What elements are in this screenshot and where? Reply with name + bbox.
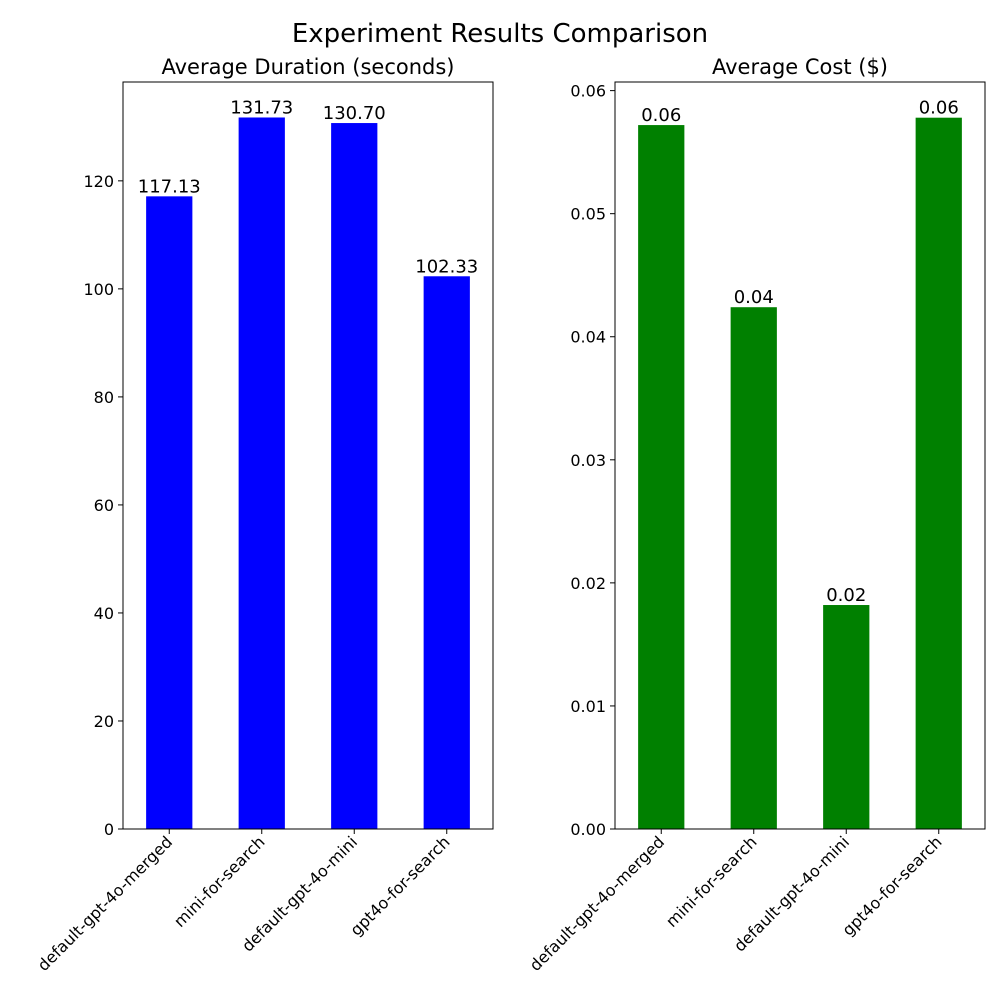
duration-value-label-2: 130.70 [323, 103, 386, 124]
cost-ytick-label-3: 0.03 [570, 451, 606, 470]
cost-ytick-label-1: 0.01 [570, 697, 606, 716]
cost-ytick-label-5: 0.05 [570, 205, 606, 224]
cost-bar-3 [915, 117, 962, 830]
duration-bar-3 [423, 276, 470, 830]
duration-ytick-label-0: 0 [104, 820, 114, 839]
cost-value-label-0: 0.06 [641, 105, 681, 126]
duration-bar-2 [331, 123, 378, 830]
duration-ytick-label-3: 60 [94, 496, 114, 515]
cost-value-label-3: 0.06 [919, 98, 959, 119]
cost-ytick-label-4: 0.04 [570, 328, 606, 347]
cost-value-label-1: 0.04 [734, 287, 774, 308]
duration-value-label-3: 102.33 [415, 256, 478, 277]
duration-xtick-label-0: default-gpt-4o-merged [34, 832, 176, 974]
duration-panel-title: Average Duration (seconds) [161, 55, 454, 79]
duration-axes-frame [122, 81, 494, 830]
cost-panel-title: Average Cost ($) [712, 55, 888, 79]
cost-bar-2 [823, 605, 870, 829]
cost-ytick-label-6: 0.06 [570, 82, 606, 101]
duration-xtick-label-1: mini-for-search [170, 832, 268, 930]
duration-xtick-label-3: gpt4o-for-search [346, 832, 453, 939]
duration-panel: Average Duration (seconds) 117.13 131.73 13… [34, 55, 494, 975]
cost-panel: Average Cost ($) 0.06 0.04 0.02 0.06 0.00 0.01… [526, 55, 986, 975]
cost-axes-frame [614, 81, 986, 830]
duration-ytick-label-2: 40 [94, 604, 114, 623]
cost-bar-0 [638, 125, 685, 829]
cost-bar-1 [730, 307, 777, 829]
duration-bar-1 [238, 117, 285, 829]
cost-ytick-label-0: 0.00 [570, 820, 606, 839]
cost-xtick-label-1: mini-for-search [662, 832, 760, 930]
cost-xtick-label-0: default-gpt-4o-merged [526, 832, 668, 974]
duration-ytick-label-6: 120 [83, 172, 114, 191]
cost-value-label-2: 0.02 [826, 585, 866, 606]
duration-value-label-1: 131.73 [230, 97, 293, 118]
duration-ytick-label-5: 100 [83, 280, 114, 299]
duration-value-label-0: 117.13 [138, 176, 201, 197]
duration-ytick-label-4: 80 [94, 388, 114, 407]
cost-ytick-label-2: 0.02 [570, 574, 606, 593]
cost-xtick-label-3: gpt4o-for-search [838, 832, 945, 939]
figure-title: Experiment Results Comparison [292, 19, 708, 49]
duration-bar-0 [146, 196, 193, 829]
duration-ytick-label-1: 20 [94, 712, 114, 731]
